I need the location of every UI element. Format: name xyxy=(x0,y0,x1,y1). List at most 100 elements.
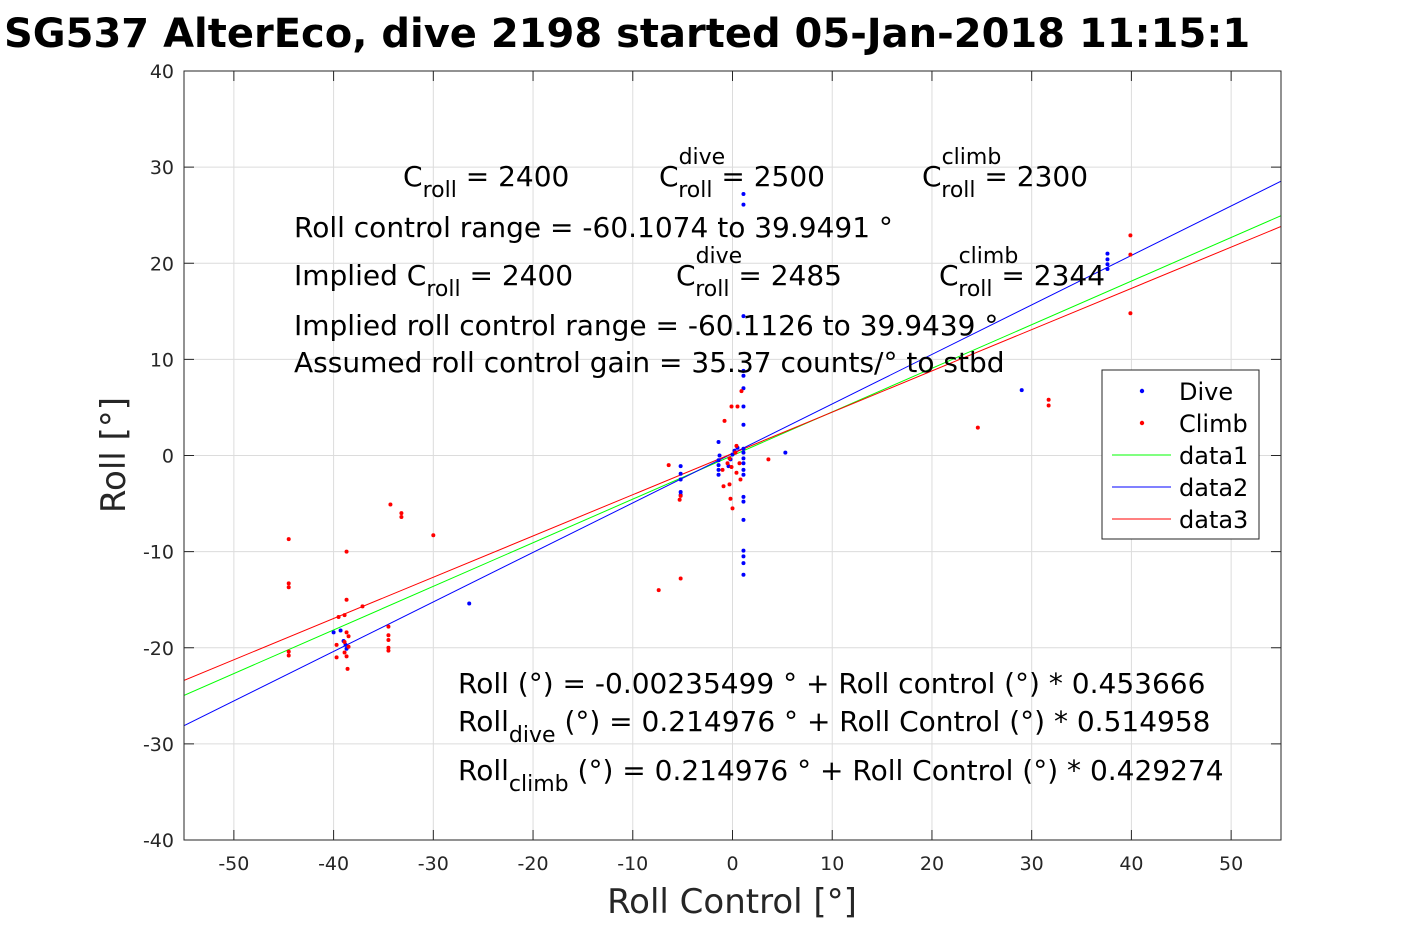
climb-point xyxy=(727,456,732,461)
roll-control-range-text: Roll control range = -60.1074 to 39.9491… xyxy=(294,211,893,244)
y-tick-label: -40 xyxy=(143,830,174,852)
y-axis-label: Roll [°] xyxy=(94,397,134,513)
climb-point xyxy=(342,613,347,618)
climb-point xyxy=(666,463,671,468)
dive-point xyxy=(741,467,746,472)
x-tick-label: 20 xyxy=(920,853,944,875)
climb-point xyxy=(386,645,391,650)
x-tick-label: -20 xyxy=(518,853,549,875)
climb-point xyxy=(678,493,683,498)
y-tick-label: 30 xyxy=(150,157,174,179)
climb-point xyxy=(729,465,734,470)
dive-point xyxy=(783,450,788,455)
dive-point xyxy=(741,386,746,391)
x-tick-label: 40 xyxy=(1119,853,1143,875)
legend-label: Climb xyxy=(1179,410,1248,438)
y-tick-label: 0 xyxy=(162,446,174,468)
climb-point xyxy=(734,470,739,475)
climb-point xyxy=(286,649,291,654)
dive-point xyxy=(1105,257,1110,262)
x-tick-label: -50 xyxy=(218,853,249,875)
legend-label: data2 xyxy=(1179,474,1248,502)
dive-point xyxy=(730,452,735,457)
climb-point xyxy=(721,484,726,489)
legend-marker-dive xyxy=(1139,388,1145,394)
dive-point xyxy=(741,554,746,559)
implied-range-text: Implied roll control range = -60.1126 to… xyxy=(294,309,998,342)
climb-point xyxy=(399,515,404,520)
dive-point xyxy=(741,368,746,373)
climb-point xyxy=(344,630,349,635)
fit-annotation: Roll (°) = -0.00235499 ° + Roll control … xyxy=(458,667,1224,797)
chart-title: SG537 AlterEco, dive 2198 started 05-Jan… xyxy=(4,11,1250,57)
climb-point xyxy=(1046,397,1051,402)
dive-point xyxy=(741,472,746,477)
dive-point xyxy=(741,548,746,553)
dive-point xyxy=(741,422,746,427)
x-tick-label: 10 xyxy=(820,853,844,875)
climb-point xyxy=(344,597,349,602)
dive-point xyxy=(467,601,472,606)
dive-point xyxy=(1105,262,1110,267)
climb-point xyxy=(334,655,339,660)
climb-point xyxy=(735,404,740,409)
climb-point xyxy=(388,502,393,507)
dive-point xyxy=(741,314,746,319)
x-tick-label: -30 xyxy=(418,853,449,875)
climb-point xyxy=(286,537,291,542)
y-tick-label: -10 xyxy=(143,542,174,564)
climb-point xyxy=(677,497,682,502)
climb-point xyxy=(336,614,341,619)
climb-point xyxy=(286,585,291,590)
climb-point xyxy=(386,638,391,643)
climb-point xyxy=(720,467,725,472)
climb-point xyxy=(342,639,347,644)
climb-point xyxy=(1046,403,1051,408)
dive-point xyxy=(741,461,746,466)
climb-point xyxy=(722,418,727,423)
dive-point xyxy=(741,456,746,461)
climb-point xyxy=(725,461,730,466)
climb-point xyxy=(346,634,351,639)
dive-point xyxy=(741,192,746,197)
legend-label: data3 xyxy=(1179,506,1248,534)
climb-point xyxy=(678,576,683,581)
climb-point xyxy=(342,650,347,655)
legend-label: Dive xyxy=(1179,378,1233,406)
climb-point xyxy=(766,457,771,462)
y-tick-label: -20 xyxy=(143,638,174,660)
dive-point xyxy=(678,464,683,469)
climb-point xyxy=(286,581,291,586)
dive-point xyxy=(717,453,722,458)
climb-point xyxy=(386,633,391,638)
fit-all-text: Roll (°) = -0.00235499 ° + Roll control … xyxy=(458,667,1205,700)
dive-point xyxy=(716,467,721,472)
climb-point xyxy=(399,511,404,516)
climb-point xyxy=(1128,311,1133,316)
x-tick-label: 30 xyxy=(1020,853,1044,875)
dive-point xyxy=(716,472,721,477)
climb-point xyxy=(738,477,743,482)
x-tick-label: -40 xyxy=(318,853,349,875)
climb-point xyxy=(734,443,739,448)
climb-point xyxy=(360,604,365,609)
climb-point xyxy=(286,653,291,658)
dive-point xyxy=(678,477,683,482)
y-tick-label: 10 xyxy=(150,349,174,371)
climb-point xyxy=(346,644,351,649)
x-axis-label: Roll Control [°] xyxy=(607,882,857,922)
dive-point xyxy=(338,628,343,633)
dive-point xyxy=(741,494,746,499)
y-tick-label: 40 xyxy=(150,61,174,83)
dive-point xyxy=(741,202,746,207)
x-tick-label: 0 xyxy=(726,853,738,875)
gain-text: Assumed roll control gain = 35.37 counts… xyxy=(294,346,1005,379)
dive-point xyxy=(716,458,721,463)
dive-point xyxy=(741,517,746,522)
dive-point xyxy=(331,630,336,635)
dive-point xyxy=(716,440,721,445)
climb-point xyxy=(656,588,661,593)
climb-point xyxy=(386,624,391,629)
climb-point xyxy=(730,506,735,511)
